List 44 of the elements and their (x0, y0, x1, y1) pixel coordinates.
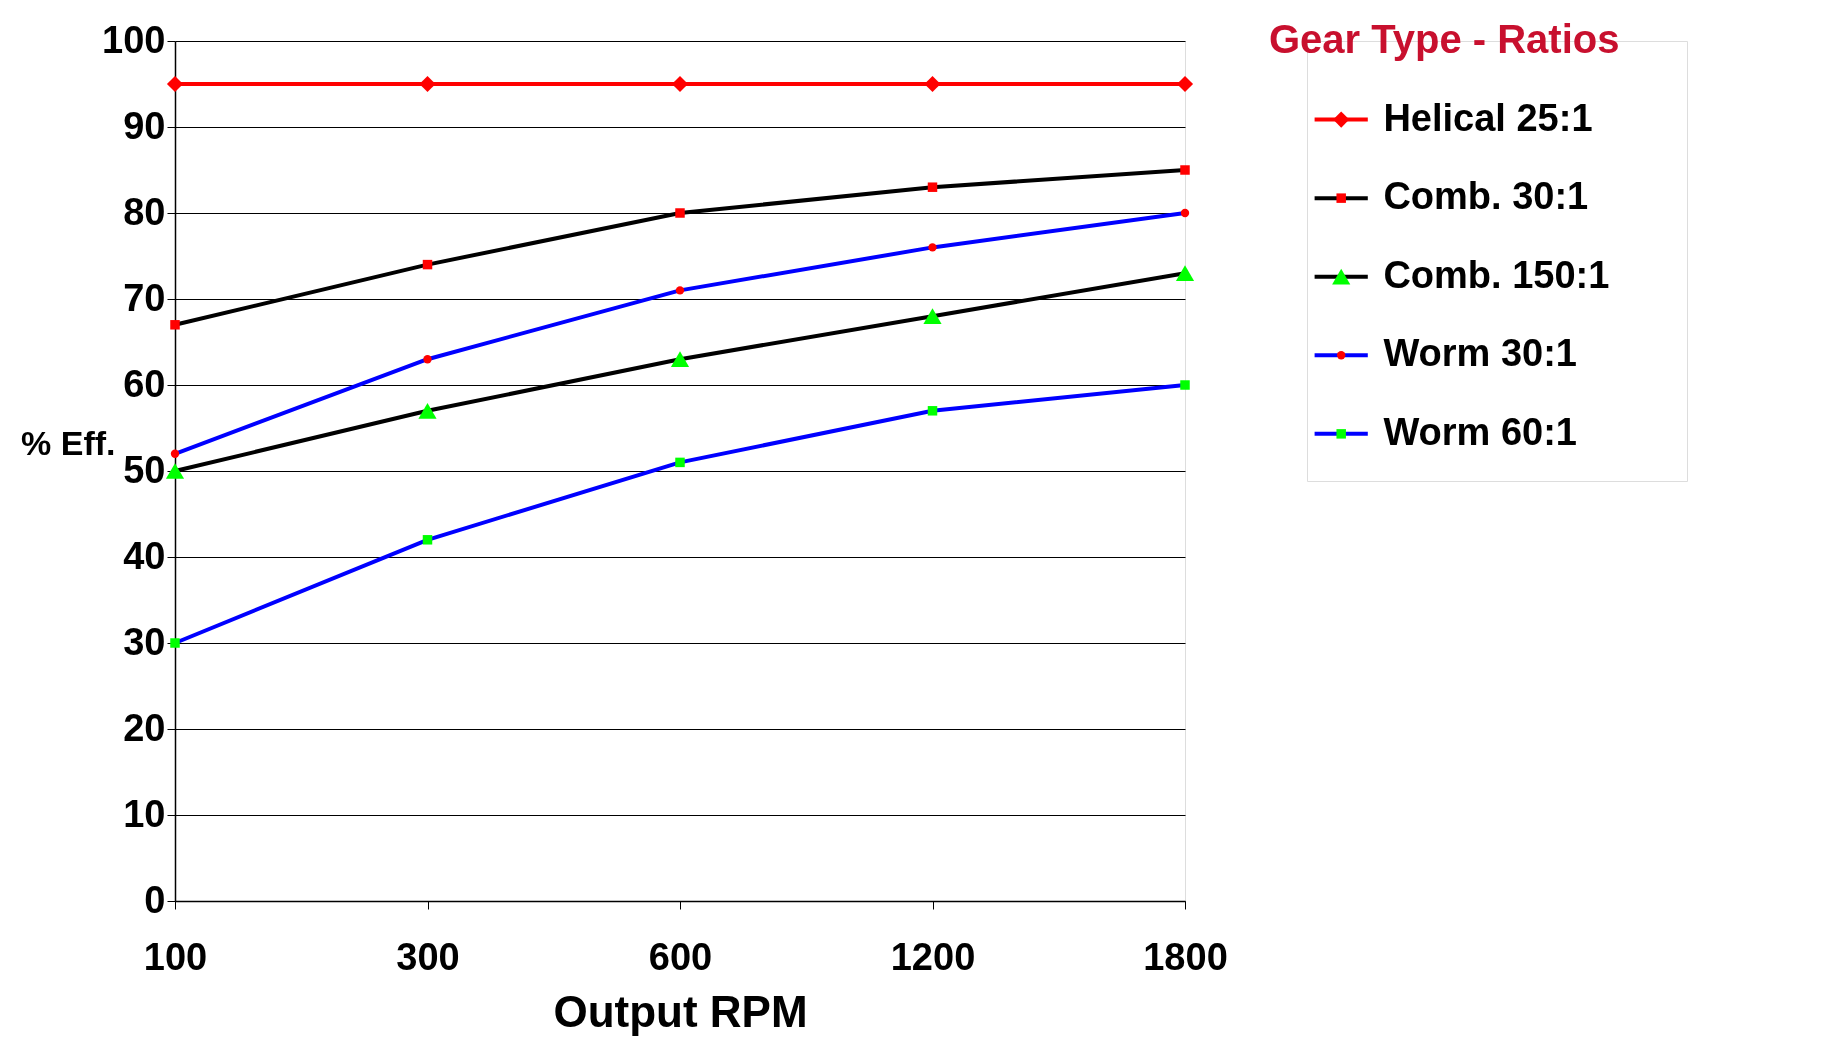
y-tick-label: 20 (123, 706, 166, 749)
legend-label: Comb. 30:1 (1383, 175, 1589, 218)
y-tick-label: 90 (123, 104, 166, 147)
y-tick-label: 40 (123, 534, 166, 577)
x-tick-label: 1800 (1143, 935, 1228, 978)
x-tick-label: 600 (648, 935, 713, 978)
legend-label: Comb. 150:1 (1383, 253, 1610, 296)
y-tick-label: 80 (123, 190, 166, 233)
y-tick-label: 30 (123, 620, 166, 663)
x-tick-label: 1200 (890, 935, 976, 978)
y-tick-label: 70 (123, 276, 166, 319)
point (170, 449, 180, 458)
point (924, 75, 941, 93)
point (670, 351, 690, 368)
legend-label: Worm 30:1 (1383, 332, 1577, 375)
point (928, 243, 937, 252)
y-axis-title: % Eff. (21, 423, 116, 462)
y-tick-label: 50 (123, 448, 166, 491)
point (422, 535, 433, 545)
x-tick-label: 300 (396, 935, 460, 978)
legend-label: Helical 25:1 (1383, 96, 1593, 139)
point (422, 259, 433, 270)
y-tick-label: 60 (123, 362, 166, 405)
point (165, 463, 185, 479)
point (675, 208, 685, 218)
point (1180, 380, 1190, 390)
point (1175, 265, 1195, 282)
point (1180, 208, 1190, 218)
point (418, 402, 437, 419)
point (423, 355, 432, 364)
point (170, 320, 180, 330)
legend-title: Gear Type - Ratios (1269, 17, 1620, 61)
point (927, 182, 938, 192)
point (419, 75, 436, 93)
y-tick-label: 100 (102, 18, 166, 61)
point (675, 457, 685, 468)
point (1180, 165, 1190, 175)
point (927, 406, 938, 416)
point (923, 308, 942, 325)
legend-label: Worm 60:1 (1383, 410, 1577, 453)
y-tick-label: 0 (144, 878, 166, 921)
y-tick-label: 10 (123, 792, 166, 835)
x-axis-title: Output RPM (553, 986, 808, 1036)
point (675, 286, 685, 295)
